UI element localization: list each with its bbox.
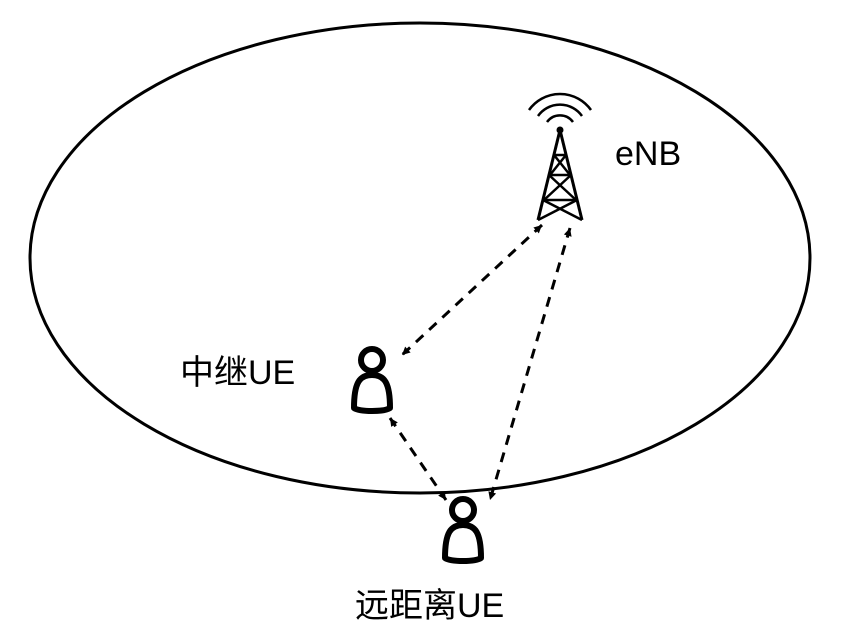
remote-ue-label: 远距离UE xyxy=(355,578,504,627)
enb-label: eNB xyxy=(615,135,681,174)
diagram-canvas xyxy=(0,0,859,615)
relay-ue-label: 中继UE xyxy=(180,345,295,394)
edge-enb-relay_ue xyxy=(402,225,542,355)
relay-ue-person-icon xyxy=(354,349,390,411)
edge-enb-remote_ue xyxy=(490,228,570,500)
remote-ue-person-icon xyxy=(445,499,481,561)
edges xyxy=(390,225,570,500)
enb-tower-icon xyxy=(529,94,591,220)
coverage-ellipse xyxy=(30,23,810,493)
edge-relay_ue-remote_ue xyxy=(390,418,446,500)
